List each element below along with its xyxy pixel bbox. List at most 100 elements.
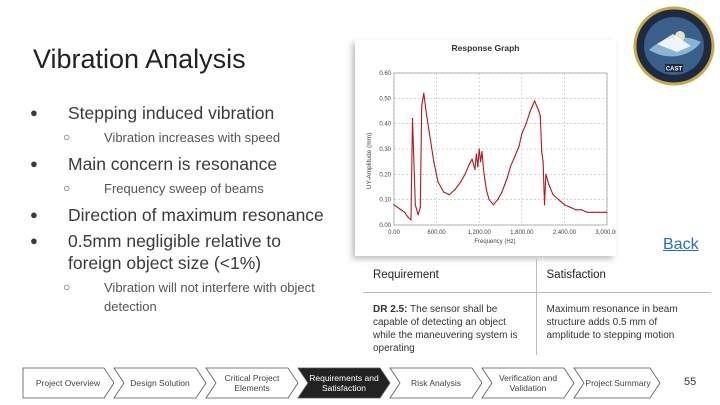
data-point [488, 199, 490, 201]
nav-chevron [205, 367, 299, 399]
table-header-row: Requirement Satisfaction [363, 259, 711, 293]
data-point [497, 199, 499, 201]
sub-bullet-text: Frequency sweep of beams [104, 181, 264, 196]
data-point [597, 211, 600, 213]
nav-chevrons [22, 367, 661, 399]
requirement-id: DR 2.5: [373, 303, 408, 315]
data-point [417, 214, 419, 216]
bullet-text: Stepping induced vibration [68, 103, 275, 123]
data-point [558, 199, 560, 201]
nav-item-requirements-and-satisfaction[interactable]: Requirements and Satisfaction [309, 373, 379, 393]
data-point [481, 150, 483, 153]
data-point [425, 110, 427, 112]
data-point [541, 150, 543, 153]
y-tick-label: 0.20 [379, 172, 391, 178]
nav-item-critical-project-elements[interactable]: Critical Project Elements [224, 373, 280, 393]
data-point [482, 168, 485, 170]
data-point [586, 211, 588, 213]
sub-bullet: ○ Vibration will not interfere with objec… [30, 278, 330, 316]
bullet-list: ● Stepping induced vibration ○ Vibration i… [30, 100, 330, 322]
data-point [460, 181, 462, 183]
nav-chevron [113, 367, 207, 399]
data-point [468, 163, 470, 165]
data-point [533, 100, 536, 102]
slide-title: Vibration Analysis [33, 44, 246, 74]
data-point [480, 161, 482, 163]
y-tick-label: 0.50 [379, 96, 391, 102]
nav-item-project-summary[interactable]: Project Summary [585, 378, 651, 388]
data-point [552, 194, 554, 196]
data-point [509, 166, 512, 168]
back-link[interactable]: Back [663, 236, 699, 253]
nav-item-risk-analysis[interactable]: Risk Analysis [410, 378, 462, 388]
data-point [542, 161, 544, 163]
nav-item-design-solution[interactable]: Design Solution [130, 378, 190, 388]
nav-item-verification-and-validation[interactable]: Verification and Validation [498, 373, 558, 393]
requirement-table: Requirement Satisfaction DR 2.5: The sen… [363, 259, 711, 355]
nav-chevron [297, 367, 391, 399]
nav-chevron [573, 367, 661, 399]
data-point [518, 145, 520, 148]
data-point [592, 211, 594, 213]
data-point [478, 148, 480, 150]
sub-bullet-text: Vibration increases with speed [104, 130, 281, 145]
y-tick-label: 0.30 [379, 147, 391, 153]
data-point [393, 204, 395, 206]
bullet-dot-icon: ● [30, 105, 38, 120]
cast-logo: CAST [633, 6, 715, 86]
nav-chevron [389, 367, 483, 399]
y-tick-label: 0.10 [379, 198, 391, 204]
data-point [492, 204, 494, 206]
data-point [437, 181, 439, 183]
nav-chevron [481, 367, 575, 399]
data-point [545, 173, 547, 175]
sub-bullet-text: Vibration will not interfere with object… [104, 280, 315, 314]
data-point [443, 191, 445, 193]
data-point [433, 161, 435, 163]
plot-frame [393, 72, 608, 226]
data-point [423, 92, 425, 94]
y-tick-label: 0.40 [379, 122, 391, 128]
data-point [411, 118, 414, 120]
bullet: ● Stepping induced vibration [30, 102, 330, 124]
data-point [539, 115, 541, 117]
data-point [529, 110, 531, 112]
data-point [543, 204, 546, 206]
data-point [454, 188, 456, 191]
satisfaction-cell: Maximum resonance in beam structure adds… [546, 303, 678, 341]
satisfaction-header: Satisfaction [536, 259, 711, 293]
requirement-header: Requirement [363, 259, 537, 293]
bullet-text: Main concern is resonance [68, 154, 278, 174]
y-axis-label: UY-Amplitude (mm) [366, 133, 373, 189]
data-point [569, 206, 571, 208]
sub-bullet: ○ Vibration increases with speed [30, 128, 330, 147]
table-row: DR 2.5: The sensor shall be capable of d… [363, 292, 711, 355]
x-tick-label: 2,400.00 [553, 230, 577, 236]
data-point [606, 211, 608, 213]
data-point [548, 183, 550, 186]
chart-title: Response Graph [451, 43, 520, 53]
data-point [514, 156, 516, 158]
x-tick-label: 1,200.00 [468, 230, 492, 236]
data-point [474, 168, 476, 170]
bullet-dot-icon: ● [30, 207, 38, 222]
sub-bullet: ○ Frequency sweep of beams [30, 179, 330, 198]
bullet: ● Main concern is resonance [30, 153, 330, 175]
nav-item-project-overview[interactable]: Project Overview [35, 378, 101, 388]
data-point [603, 211, 605, 213]
data-point [471, 158, 473, 160]
data-point [484, 178, 486, 180]
section-navigation: Project Overview Design Solution Critica… [22, 367, 662, 399]
bullet-text: Direction of maximum resonance [68, 205, 324, 225]
data-point [525, 123, 527, 125]
bullet: ● Direction of maximum resonance [30, 204, 330, 226]
data-point [448, 194, 450, 196]
data-point [464, 173, 466, 175]
data-point [504, 183, 506, 186]
bullet-text: 0.5mm negligible relative to foreign obj… [68, 231, 282, 273]
bullet: ● 0.5mm negligible relative to foreign ob… [30, 230, 330, 274]
requirement-text: The sensor shall be capable of detecting… [373, 303, 518, 354]
x-axis-label: Frequency (Hz) [474, 239, 515, 245]
data-point [404, 211, 406, 213]
data-point [414, 204, 416, 206]
